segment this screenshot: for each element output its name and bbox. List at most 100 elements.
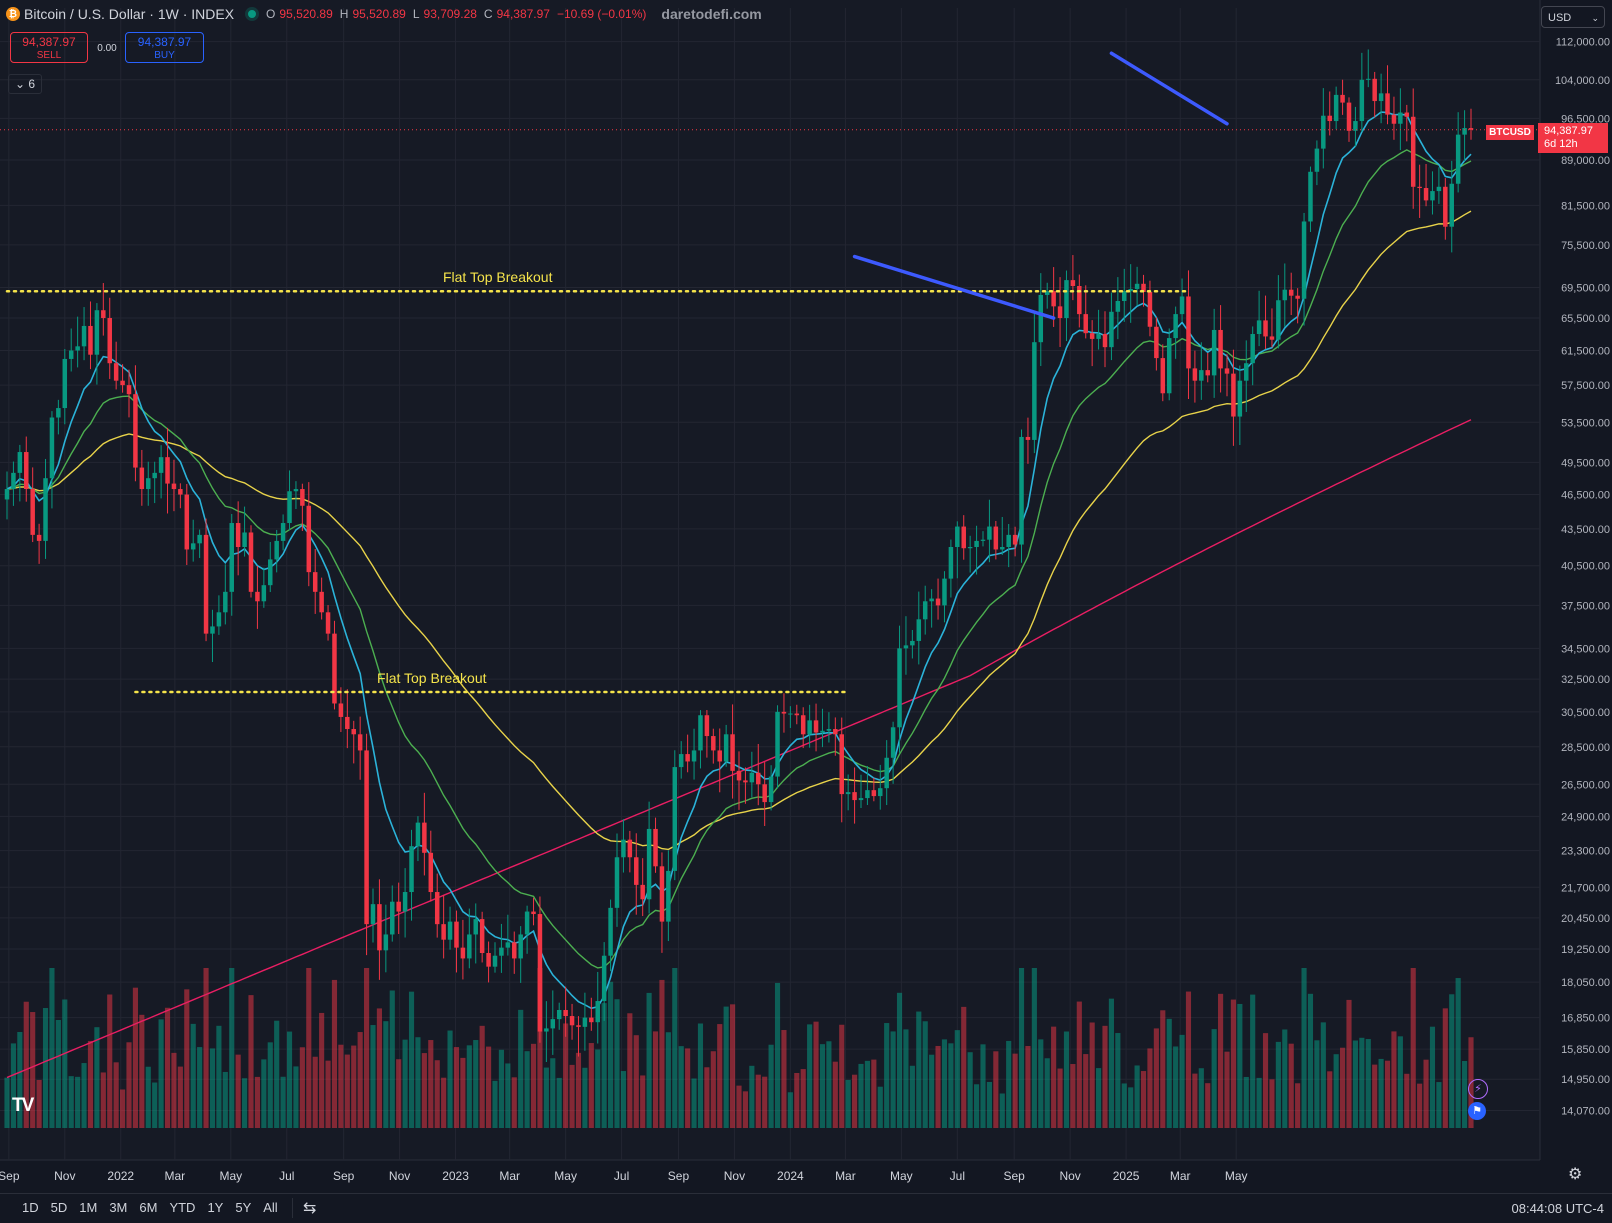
range-3m-button[interactable]: 3M xyxy=(109,1200,128,1215)
y-tick-label: 61,500.00 xyxy=(1561,345,1610,357)
tradingview-logo-icon[interactable]: TV xyxy=(12,1095,34,1116)
candle-body xyxy=(370,904,376,925)
gear-icon[interactable]: ⚙ xyxy=(1568,1166,1583,1183)
volume-bar xyxy=(999,1093,1005,1128)
range-ytd-button[interactable]: YTD xyxy=(169,1200,196,1215)
candle-body xyxy=(280,523,286,541)
range-all-button[interactable]: All xyxy=(263,1200,278,1215)
candle-body xyxy=(556,1010,562,1020)
volume-bar xyxy=(447,1030,453,1128)
y-tick-label: 16,850.00 xyxy=(1561,1013,1610,1025)
candle-body xyxy=(929,598,934,602)
volume-bar xyxy=(896,992,903,1128)
volume-bar xyxy=(36,1079,42,1128)
x-tick-label: Nov xyxy=(724,1169,745,1183)
lightning-icon[interactable]: ⚡ xyxy=(1468,1079,1488,1099)
volume-bar xyxy=(633,1035,639,1128)
volume-bar xyxy=(479,1025,485,1128)
volume-bar xyxy=(1372,1064,1378,1128)
volume-bar xyxy=(312,1056,318,1128)
volume-bar xyxy=(94,1027,100,1128)
candle-body xyxy=(261,585,267,602)
volume-bar xyxy=(306,968,312,1128)
volume-bar xyxy=(49,968,55,1128)
currency-dropdown[interactable]: USD ⌄ xyxy=(1541,6,1605,28)
candle-body xyxy=(473,919,478,935)
drawings[interactable]: Flat Top Breakout Flat Top Breakout xyxy=(0,51,1540,694)
x-tick-label: Sep xyxy=(668,1169,690,1183)
sell-button[interactable]: 94,387.97 SELL xyxy=(10,32,88,63)
candle-body xyxy=(1218,329,1223,369)
volume-bar xyxy=(197,1047,203,1128)
candle-body xyxy=(871,790,877,797)
candle-body xyxy=(1006,534,1011,547)
range-1m-button[interactable]: 1M xyxy=(79,1200,98,1215)
y-tick-label: 26,500.00 xyxy=(1561,779,1610,791)
volume-bar xyxy=(267,1042,273,1128)
candle-body xyxy=(1321,115,1326,149)
candle-body xyxy=(1353,121,1358,131)
candle-body xyxy=(563,1010,568,1017)
volume-bar xyxy=(1224,1051,1230,1128)
volume-bar xyxy=(774,982,781,1128)
calendar-icon[interactable]: ⇆ xyxy=(292,1198,316,1218)
candle-body xyxy=(101,310,106,319)
ohlc-close: 94,387.97 xyxy=(496,7,550,21)
candle-body xyxy=(197,534,202,544)
volume-bar xyxy=(704,1067,710,1128)
candle-body xyxy=(1282,289,1288,301)
y-tick-label: 75,500.00 xyxy=(1561,240,1610,252)
volume-bar xyxy=(941,1039,948,1128)
candle-body xyxy=(987,526,992,540)
range-1y-button[interactable]: 1Y xyxy=(207,1200,224,1215)
volume-bar xyxy=(742,1091,748,1128)
volume-bar xyxy=(794,1072,800,1128)
volume-bar xyxy=(852,1074,858,1128)
buy-button[interactable]: 94,387.97 BUY xyxy=(125,32,204,63)
volume-bar xyxy=(1140,1071,1147,1128)
candle-body xyxy=(88,325,93,355)
symbol-header[interactable]: ₿ Bitcoin / U.S. Dollar · 1W · INDEX O 95… xyxy=(6,6,762,22)
volume-bar xyxy=(338,1044,344,1128)
volume-bar xyxy=(974,1084,980,1128)
ohlc-high: 95,520.89 xyxy=(352,7,406,21)
clock[interactable]: 08:44:08 UTC-4 xyxy=(1511,1201,1605,1216)
candle-body xyxy=(820,730,825,733)
x-tick-label: Jul xyxy=(279,1169,294,1183)
volume-bar xyxy=(781,1030,787,1128)
candle-body xyxy=(948,546,954,579)
volume-bar xyxy=(1051,1026,1057,1128)
range-5d-button[interactable]: 5D xyxy=(50,1200,68,1215)
candle-body xyxy=(1308,171,1313,222)
sell-label: SELL xyxy=(36,50,62,61)
candle-body xyxy=(1211,329,1217,376)
symbol-title[interactable]: Bitcoin / U.S. Dollar · 1W · INDEX xyxy=(24,6,235,22)
axes[interactable]: 112,000.00 104,000.00 96,500.00 89,000.00 81… xyxy=(0,37,1610,1183)
volume-bar xyxy=(1417,1083,1423,1128)
candle-body xyxy=(107,318,112,364)
range-6m-button[interactable]: 6M xyxy=(139,1200,158,1215)
y-tick-label: 14,070.00 xyxy=(1561,1105,1610,1117)
volume-bar xyxy=(55,1019,61,1128)
last-price-value: 94,387.97 xyxy=(1544,125,1593,137)
range-5y-button[interactable]: 5Y xyxy=(235,1200,252,1215)
volume-bar xyxy=(81,1063,87,1128)
volume-bar xyxy=(1436,1082,1442,1128)
indicators-toggle-button[interactable]: ⌄ 6 xyxy=(8,74,42,94)
volume-bar xyxy=(164,1007,171,1128)
volume-bar xyxy=(563,1023,569,1128)
candle-body xyxy=(1134,283,1140,289)
volume-bar xyxy=(203,968,209,1128)
candle-body xyxy=(839,734,844,795)
candle-body xyxy=(524,911,530,935)
flag-icon[interactable]: ⚑ xyxy=(1468,1102,1486,1120)
candle-body xyxy=(364,750,369,925)
candle-body xyxy=(357,734,363,751)
x-tick-label: Nov xyxy=(389,1169,410,1183)
range-1d-button[interactable]: 1D xyxy=(22,1200,39,1215)
candle-body xyxy=(743,780,748,783)
bitcoin-icon: ₿ xyxy=(6,7,20,21)
volume-bar xyxy=(530,1043,537,1128)
x-tick-label: Sep xyxy=(1004,1169,1026,1183)
